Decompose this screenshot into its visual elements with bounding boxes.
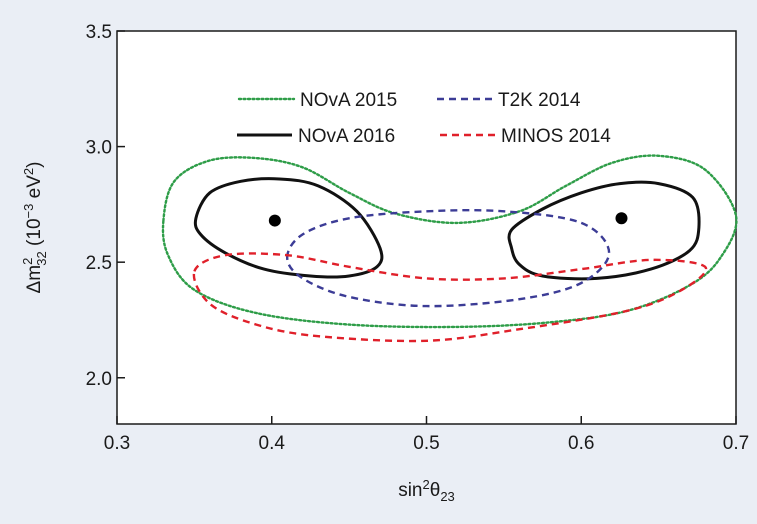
x-tick-label: 0.4 <box>259 433 286 454</box>
y-tick-label: 3.5 <box>86 22 112 43</box>
plot-frame <box>116 30 737 425</box>
y-tick-label: 2.5 <box>86 253 112 274</box>
contour-nova-2016-2 <box>507 180 701 281</box>
legend-label: T2K 2014 <box>498 90 581 111</box>
y-axis-label: Δm232 (10−3 eV2) <box>20 162 49 294</box>
x-axis: 0.3 0.4 0.5 0.6 0.7 <box>104 416 749 454</box>
y-axis: 2.0 2.5 3.0 3.5 <box>86 22 125 390</box>
best-fit-point-1 <box>268 214 281 227</box>
x-tick-label: 0.3 <box>104 433 130 454</box>
legend-label: MINOS 2014 <box>501 126 611 147</box>
contour-layer <box>161 154 738 343</box>
legend-label: NOvA 2015 <box>300 90 397 111</box>
best-fit-layer <box>268 212 628 227</box>
x-tick-label: 0.5 <box>413 433 439 454</box>
legend-label: NOvA 2016 <box>298 126 395 147</box>
y-tick-label: 2.0 <box>86 369 112 390</box>
best-fit-point-2 <box>615 212 628 225</box>
y-tick-label: 3.0 <box>86 138 112 159</box>
legend: NOvA 2015 NOvA 2016 T2K 2014 MINOS 2014 <box>237 90 611 147</box>
contour-minos-2014 <box>192 252 708 343</box>
contour-nova-2015 <box>161 154 738 329</box>
x-axis-label: sin2θ23 <box>398 477 455 504</box>
x-tick-label: 0.7 <box>723 433 749 454</box>
x-tick-label: 0.6 <box>568 433 594 454</box>
